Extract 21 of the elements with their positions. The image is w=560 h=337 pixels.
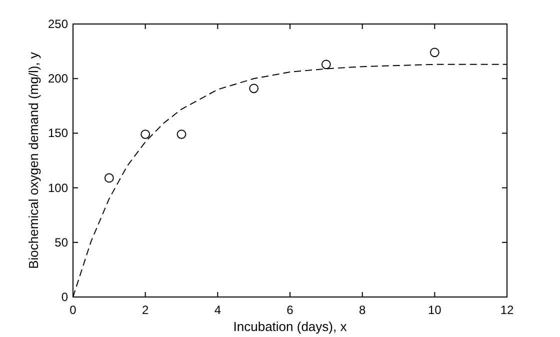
- y-tick-label: 100: [48, 180, 68, 195]
- y-tick-label: 150: [48, 126, 68, 140]
- point: [104, 173, 114, 183]
- y-axis-title: Biochemical oxygen demand (mg/l), y: [26, 52, 41, 269]
- point: [321, 60, 331, 70]
- y-tick-label: 50: [54, 235, 68, 250]
- x-tick-label: 8: [358, 303, 366, 317]
- point: [176, 130, 186, 139]
- point: [140, 130, 150, 139]
- point: [249, 84, 259, 94]
- y-tick-label: 250: [48, 17, 68, 31]
- point: [430, 48, 440, 58]
- x-axis-title: Incubation (days), x: [233, 319, 348, 334]
- y-tick-label: 200: [48, 72, 68, 86]
- x-tick-label: 12: [500, 303, 514, 317]
- y-tick-label: 0: [61, 290, 68, 304]
- x-tick-label: 6: [286, 303, 294, 317]
- x-tick-label: 0: [70, 303, 77, 317]
- x-tick-label: 2: [142, 303, 149, 317]
- x-tick-label: 4: [214, 303, 222, 317]
- x-tick-label: 10: [428, 303, 442, 317]
